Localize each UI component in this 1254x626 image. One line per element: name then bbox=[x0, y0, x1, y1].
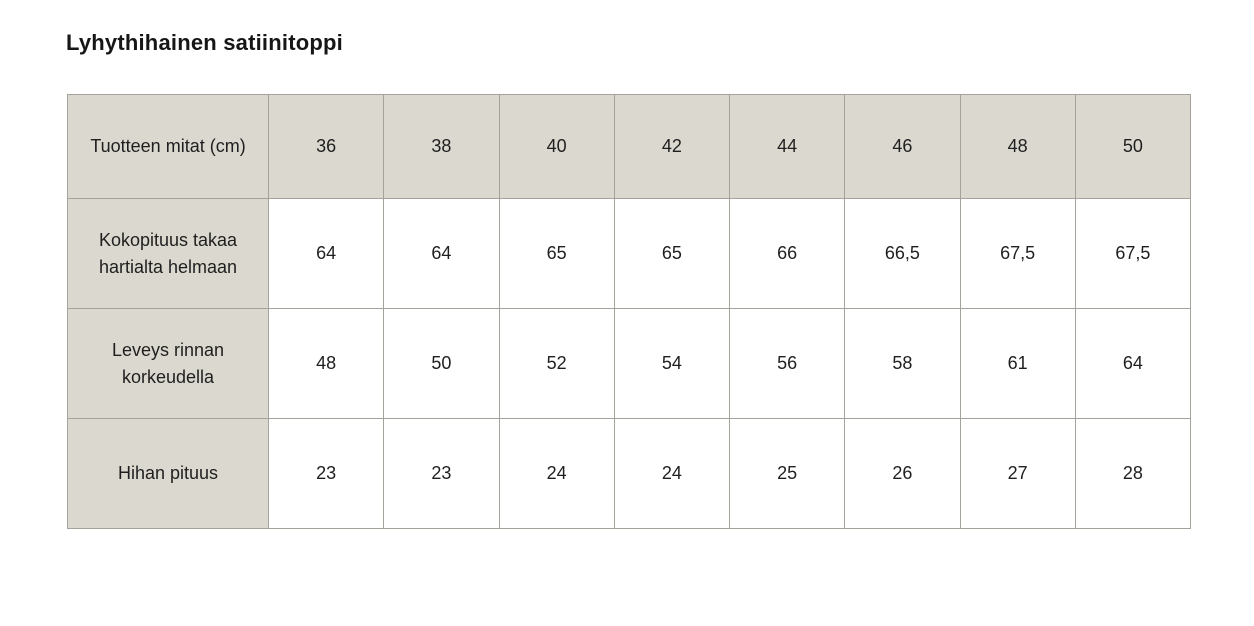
measurement-cell: 58 bbox=[844, 308, 961, 419]
measurement-cell: 52 bbox=[498, 308, 615, 419]
header-size-cell: 50 bbox=[1074, 94, 1192, 199]
header-size-cell: 38 bbox=[383, 94, 500, 199]
header-size-cell: 36 bbox=[267, 94, 385, 199]
table-row: Kokopituus takaa hartialta helmaan 64 64 65… bbox=[67, 198, 1192, 309]
measurement-cell: 24 bbox=[498, 418, 615, 529]
measurement-cell: 27 bbox=[959, 418, 1076, 529]
measurement-cell: 56 bbox=[728, 308, 846, 419]
measurement-cell: 25 bbox=[728, 418, 846, 529]
measurement-cell: 23 bbox=[383, 418, 500, 529]
measurement-cell: 65 bbox=[498, 198, 615, 309]
header-size-cell: 40 bbox=[498, 94, 615, 199]
measurement-cell: 24 bbox=[613, 418, 731, 529]
header-size-cell: 44 bbox=[728, 94, 846, 199]
measurement-cell: 48 bbox=[267, 308, 385, 419]
measurement-cell: 66,5 bbox=[844, 198, 961, 309]
header-size-cell: 46 bbox=[844, 94, 961, 199]
measurement-cell: 64 bbox=[1074, 308, 1192, 419]
measurement-cell: 50 bbox=[383, 308, 500, 419]
measurement-cell: 28 bbox=[1074, 418, 1192, 529]
measurement-cell: 67,5 bbox=[959, 198, 1076, 309]
measurement-cell: 65 bbox=[613, 198, 731, 309]
measurement-cell: 64 bbox=[267, 198, 385, 309]
table-row: Leveys rinnan korkeudella 48 50 52 54 56 58 61 6… bbox=[67, 308, 1192, 419]
page-title: Lyhythihainen satiinitoppi bbox=[66, 30, 343, 55]
table-row: Hihan pituus 23 23 24 24 25 26 27 28 bbox=[67, 418, 1192, 529]
row-label-cell: Hihan pituus bbox=[67, 418, 269, 529]
header-size-cell: 42 bbox=[613, 94, 731, 199]
header-size-cell: 48 bbox=[959, 94, 1076, 199]
measurement-cell: 66 bbox=[728, 198, 846, 309]
measurement-cell: 61 bbox=[959, 308, 1076, 419]
size-table: Tuotteen mitat (cm) 36 38 40 42 44 46 48 50 Kokop… bbox=[67, 94, 1192, 529]
measurement-cell: 26 bbox=[844, 418, 961, 529]
measurement-cell: 64 bbox=[383, 198, 500, 309]
header-label-cell: Tuotteen mitat (cm) bbox=[67, 94, 269, 199]
measurement-cell: 67,5 bbox=[1074, 198, 1192, 309]
row-label-cell: Kokopituus takaa hartialta helmaan bbox=[67, 198, 269, 309]
measurement-cell: 23 bbox=[267, 418, 385, 529]
row-label-cell: Leveys rinnan korkeudella bbox=[67, 308, 269, 419]
measurement-cell: 54 bbox=[613, 308, 731, 419]
size-table-body: Tuotteen mitat (cm) 36 38 40 42 44 46 48 50 Kokop… bbox=[67, 94, 1192, 529]
table-header-row: Tuotteen mitat (cm) 36 38 40 42 44 46 48 50 bbox=[67, 94, 1192, 199]
